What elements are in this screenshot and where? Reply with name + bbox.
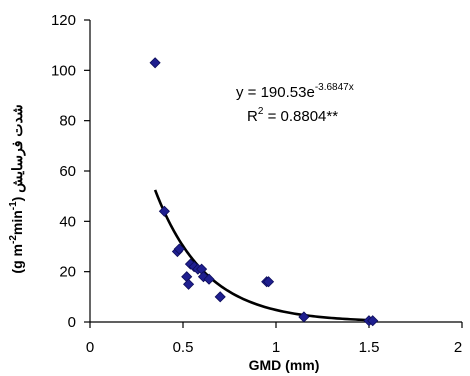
x-axis-title: GMD (mm) (249, 357, 320, 373)
data-point (367, 315, 379, 327)
fit-curve-layer (153, 189, 370, 322)
data-point (183, 278, 195, 290)
y-axis-title: (g m-2min-1) شدت فرسایش (8, 104, 26, 273)
fit-curve (153, 189, 370, 322)
y-tick-label: 20 (59, 264, 76, 281)
r-squared-label: R2 = 0.8804** (247, 106, 338, 125)
data-point (262, 276, 275, 288)
x-tick-label: 0 (86, 339, 94, 356)
x-tick-label: 1.5 (359, 339, 380, 356)
x-tick-label: 1 (272, 339, 280, 356)
data-point (149, 57, 161, 69)
data-point (298, 311, 310, 323)
ticks: 0 20 40 60 80 100 120 0 0.5 1 1.5 2 (51, 12, 463, 356)
data-point (181, 271, 193, 283)
y-tick-label: 80 (59, 113, 76, 130)
y-tick-label: 120 (51, 12, 76, 29)
data-point (173, 243, 185, 255)
y-tick-label: 100 (51, 62, 76, 79)
y-tick-label: 0 (68, 314, 76, 331)
data-point (203, 273, 215, 285)
y-tick-label: 60 (59, 163, 76, 180)
y-tick-label: 40 (59, 213, 76, 230)
data-point (158, 205, 170, 217)
data-point (214, 291, 226, 303)
x-tick-label: 0.5 (173, 339, 194, 356)
axes (89, 20, 462, 323)
fit-equation: y = 190.53e-3.6847x (236, 82, 354, 101)
data-points (149, 57, 379, 327)
x-tick-label: 2 (454, 339, 462, 356)
